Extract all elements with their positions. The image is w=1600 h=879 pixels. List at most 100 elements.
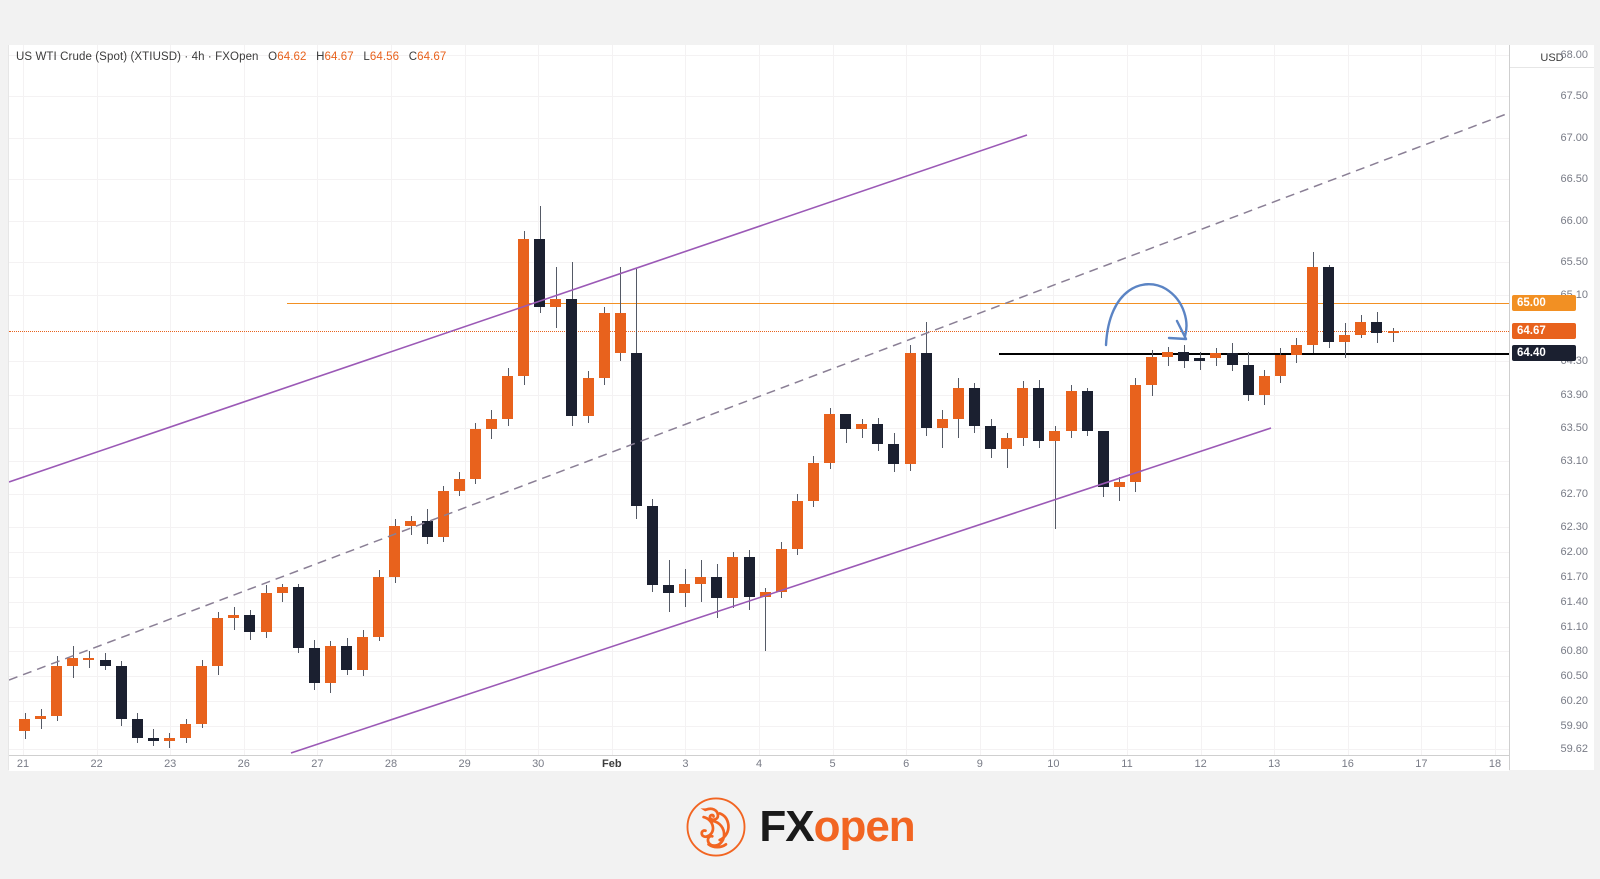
candle-body[interactable] — [1274, 354, 1286, 377]
candle-body[interactable] — [357, 636, 369, 670]
chart-panel[interactable]: USD 68.0067.5067.0066.5066.0065.5065.106… — [8, 45, 1594, 771]
candle-body[interactable] — [1194, 358, 1206, 362]
candle-body[interactable] — [775, 548, 787, 592]
last-price-badge[interactable]: 64.67 — [1512, 322, 1576, 339]
gridline-vertical — [244, 45, 245, 755]
candle-body[interactable] — [1033, 387, 1045, 441]
candle-body[interactable] — [292, 586, 304, 649]
price-line-64.67[interactable] — [9, 330, 1509, 332]
candle-body[interactable] — [759, 591, 771, 597]
candle-body[interactable] — [131, 719, 143, 738]
candle-body[interactable] — [824, 414, 835, 463]
plot-area[interactable] — [9, 45, 1509, 755]
candle-body[interactable] — [389, 525, 401, 577]
candle-body[interactable] — [147, 737, 159, 741]
candle-body[interactable] — [1162, 351, 1174, 357]
candle-body[interactable] — [566, 298, 578, 417]
candle-body[interactable] — [807, 462, 819, 501]
candle-body[interactable] — [115, 666, 127, 720]
candle-body[interactable] — [502, 376, 513, 420]
candle-body[interactable] — [1097, 431, 1109, 488]
candle-body[interactable] — [1001, 437, 1013, 450]
candle-body[interactable] — [19, 719, 30, 731]
candle-body[interactable] — [727, 556, 739, 599]
candle-body[interactable] — [35, 716, 47, 720]
candle-body[interactable] — [952, 387, 964, 420]
candle-body[interactable] — [1065, 391, 1077, 432]
candle-body[interactable] — [1210, 353, 1222, 359]
candle-body[interactable] — [1307, 267, 1318, 345]
gridline-vertical — [1274, 45, 1275, 755]
candle-body[interactable] — [630, 353, 642, 506]
candle-body[interactable] — [1355, 321, 1367, 335]
candle-body[interactable] — [421, 520, 433, 538]
price-line-64.40[interactable] — [999, 353, 1509, 356]
candle-body[interactable] — [485, 419, 497, 430]
candle-body[interactable] — [196, 666, 208, 725]
candle-body[interactable] — [1258, 376, 1270, 395]
candle-body[interactable] — [888, 444, 900, 465]
candle-body[interactable] — [1242, 364, 1254, 395]
candle-body[interactable] — [711, 576, 723, 599]
time-axis[interactable]: 21 22 23 26 27 28 29 30 Feb 3 4 5 6 9 10 11 12 13 16 17 18 — [9, 755, 1509, 771]
candle-body[interactable] — [1178, 351, 1190, 362]
time-tick-label: 29 — [458, 758, 471, 770]
candle-body[interactable] — [228, 614, 240, 619]
candle-body[interactable] — [985, 426, 996, 450]
candle-body[interactable] — [67, 658, 79, 667]
resistance-level-badge[interactable]: 65.00 — [1512, 295, 1576, 312]
candle-body[interactable] — [51, 666, 63, 717]
candle-body[interactable] — [1146, 356, 1157, 385]
candle-body[interactable] — [1226, 353, 1238, 365]
candle-body[interactable] — [598, 313, 610, 379]
candle-body[interactable] — [1049, 431, 1061, 441]
candle-body[interactable] — [1339, 334, 1351, 342]
candle-body[interactable] — [1290, 344, 1302, 355]
candle-body[interactable] — [1113, 482, 1125, 488]
candle-body[interactable] — [872, 424, 884, 445]
candle-body[interactable] — [260, 593, 272, 632]
candle-body[interactable] — [743, 556, 755, 597]
candle-body[interactable] — [518, 238, 530, 377]
candle-body[interactable] — [679, 583, 691, 594]
candle-body[interactable] — [1371, 321, 1383, 334]
candle-body[interactable] — [1017, 387, 1029, 438]
candle-body[interactable] — [695, 576, 707, 584]
candle-body[interactable] — [453, 479, 465, 491]
candle-body[interactable] — [791, 500, 803, 549]
candle-body[interactable] — [99, 659, 111, 667]
candle-body[interactable] — [534, 238, 546, 307]
candle-body[interactable] — [163, 737, 175, 741]
gridline-vertical — [1421, 45, 1422, 755]
candle-body[interactable] — [180, 724, 191, 738]
candle-body[interactable] — [614, 313, 626, 354]
candle-body[interactable] — [1323, 267, 1335, 342]
candle-body[interactable] — [212, 618, 224, 667]
candle-wick — [1168, 346, 1169, 367]
candle-body[interactable] — [1081, 391, 1093, 432]
candle-body[interactable] — [276, 586, 288, 594]
candle-body[interactable] — [324, 646, 336, 683]
candle-body[interactable] — [1387, 330, 1399, 334]
candle-body[interactable] — [1129, 384, 1141, 483]
candle-body[interactable] — [405, 520, 417, 526]
candle-body[interactable] — [550, 298, 562, 307]
candle-body[interactable] — [920, 353, 932, 428]
candle-body[interactable] — [244, 614, 256, 632]
candle-body[interactable] — [582, 378, 594, 417]
candle-body[interactable] — [469, 429, 481, 480]
candle-body[interactable] — [968, 387, 980, 427]
candle-body[interactable] — [904, 353, 916, 465]
candle-body[interactable] — [646, 505, 658, 586]
candle-body[interactable] — [663, 585, 674, 594]
price-axis[interactable]: USD 68.0067.5067.0066.5066.0065.5065.106… — [1509, 45, 1594, 770]
candle-body[interactable] — [437, 490, 449, 538]
support-level-badge[interactable]: 64.40 — [1512, 345, 1576, 362]
candle-body[interactable] — [856, 424, 868, 430]
candle-body[interactable] — [936, 419, 948, 428]
candle-body[interactable] — [308, 648, 320, 683]
candle-body[interactable] — [341, 646, 352, 670]
candle-body[interactable] — [373, 576, 385, 637]
candle-body[interactable] — [83, 658, 95, 660]
candle-body[interactable] — [840, 414, 852, 430]
